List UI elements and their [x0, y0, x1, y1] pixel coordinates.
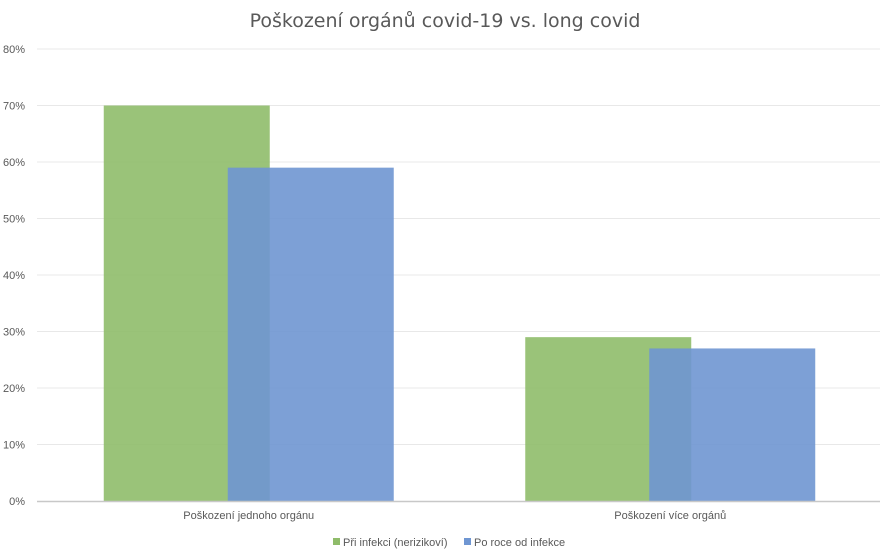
y-tick-label: 70%	[3, 101, 25, 113]
y-axis-ticks: 0% 10% 20% 30% 40% 50% 60% 70% 80%	[3, 44, 25, 508]
x-category-label: Poškození jednoho orgánu	[183, 510, 314, 522]
y-tick-label: 20%	[3, 383, 25, 395]
legend-label: Při infekci (nerizikoví)	[343, 537, 448, 549]
y-tick-label: 40%	[3, 270, 25, 282]
legend: Při infekci (nerizikoví) Po roce od infek…	[333, 537, 565, 549]
bars	[103, 105, 816, 501]
legend-swatch	[333, 538, 340, 545]
y-tick-label: 0%	[9, 496, 25, 508]
bar-series-2-1	[227, 167, 394, 501]
y-tick-label: 80%	[3, 44, 25, 56]
x-axis-categories: Poškození jednoho orgánu Poškození více o…	[183, 510, 726, 522]
y-tick-label: 50%	[3, 214, 25, 226]
y-tick-label: 10%	[3, 440, 25, 452]
legend-label: Po roce od infekce	[474, 537, 565, 549]
x-category-label: Poškození více orgánů	[614, 510, 726, 522]
y-tick-label: 30%	[3, 327, 25, 339]
chart-title: Poškození orgánů covid-19 vs. long covid	[250, 10, 641, 32]
y-tick-label: 60%	[3, 157, 25, 169]
bar-series-2-2	[649, 348, 816, 501]
legend-swatch	[464, 538, 471, 545]
